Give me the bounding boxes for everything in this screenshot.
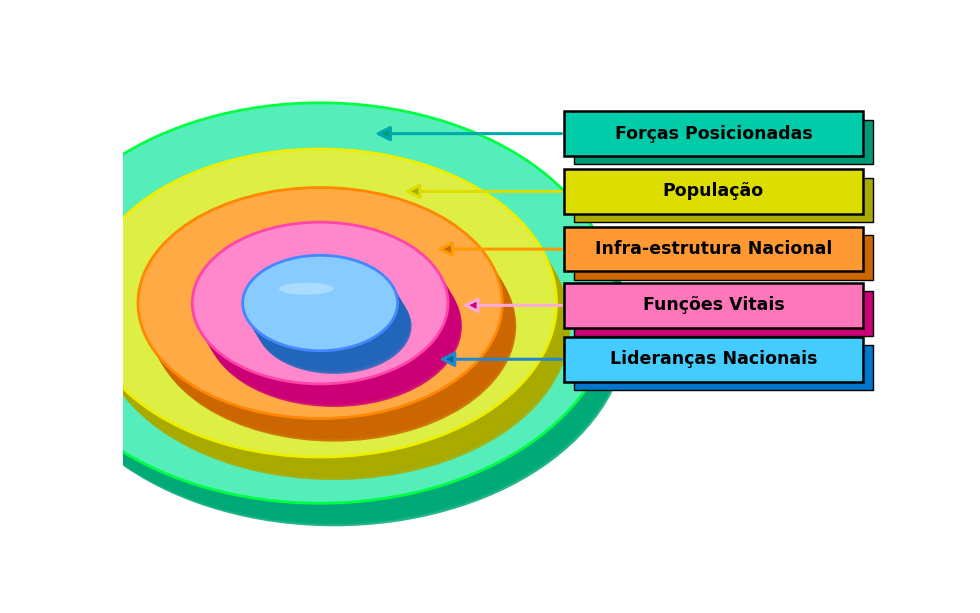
- Text: Funções Vitais: Funções Vitais: [643, 296, 784, 314]
- FancyBboxPatch shape: [564, 337, 862, 381]
- Ellipse shape: [38, 124, 627, 524]
- Ellipse shape: [83, 149, 557, 457]
- Ellipse shape: [193, 224, 449, 386]
- Ellipse shape: [91, 161, 564, 468]
- Ellipse shape: [164, 218, 370, 268]
- FancyBboxPatch shape: [564, 283, 862, 328]
- Ellipse shape: [251, 268, 406, 364]
- Ellipse shape: [249, 265, 404, 360]
- FancyBboxPatch shape: [574, 291, 873, 336]
- Ellipse shape: [151, 208, 515, 440]
- Ellipse shape: [250, 267, 405, 362]
- Ellipse shape: [279, 283, 333, 295]
- Text: Lideranças Nacionais: Lideranças Nacionais: [610, 350, 817, 368]
- Ellipse shape: [32, 115, 621, 515]
- Ellipse shape: [37, 122, 626, 522]
- Ellipse shape: [86, 153, 559, 461]
- Ellipse shape: [256, 276, 411, 372]
- Ellipse shape: [253, 268, 342, 289]
- Ellipse shape: [25, 103, 614, 503]
- Ellipse shape: [28, 107, 617, 507]
- Ellipse shape: [253, 273, 408, 368]
- Ellipse shape: [146, 201, 511, 432]
- Ellipse shape: [245, 259, 400, 354]
- FancyBboxPatch shape: [574, 345, 873, 390]
- Ellipse shape: [199, 234, 455, 395]
- Ellipse shape: [152, 211, 516, 441]
- Ellipse shape: [97, 170, 569, 478]
- Ellipse shape: [244, 257, 399, 352]
- Ellipse shape: [145, 199, 510, 430]
- Ellipse shape: [36, 120, 625, 520]
- Ellipse shape: [246, 261, 401, 357]
- Ellipse shape: [33, 116, 622, 517]
- Text: Infra-estrutura Nacional: Infra-estrutura Nacional: [595, 240, 832, 258]
- Ellipse shape: [206, 245, 462, 407]
- Ellipse shape: [150, 207, 514, 438]
- Ellipse shape: [195, 226, 451, 387]
- FancyBboxPatch shape: [574, 178, 873, 222]
- Ellipse shape: [197, 230, 453, 392]
- Ellipse shape: [147, 203, 512, 434]
- Ellipse shape: [26, 105, 615, 505]
- Ellipse shape: [198, 232, 454, 394]
- Ellipse shape: [98, 172, 570, 480]
- Ellipse shape: [95, 169, 568, 476]
- FancyBboxPatch shape: [564, 227, 862, 272]
- Ellipse shape: [35, 118, 624, 519]
- Ellipse shape: [143, 195, 507, 426]
- Text: População: População: [662, 183, 764, 200]
- FancyBboxPatch shape: [564, 169, 862, 214]
- Ellipse shape: [196, 228, 452, 390]
- FancyBboxPatch shape: [574, 120, 873, 164]
- Ellipse shape: [205, 243, 461, 405]
- Ellipse shape: [204, 242, 460, 403]
- Ellipse shape: [85, 151, 558, 459]
- Ellipse shape: [141, 193, 506, 424]
- Ellipse shape: [139, 189, 504, 421]
- Ellipse shape: [200, 235, 456, 397]
- FancyBboxPatch shape: [564, 112, 862, 156]
- Ellipse shape: [29, 109, 618, 509]
- Ellipse shape: [88, 157, 562, 465]
- Ellipse shape: [195, 238, 361, 276]
- Ellipse shape: [247, 263, 402, 359]
- Ellipse shape: [140, 191, 505, 422]
- Ellipse shape: [93, 164, 565, 473]
- Ellipse shape: [31, 112, 620, 513]
- Ellipse shape: [39, 126, 628, 527]
- Ellipse shape: [148, 205, 513, 436]
- Ellipse shape: [30, 110, 619, 511]
- Ellipse shape: [94, 166, 567, 474]
- Ellipse shape: [252, 271, 407, 366]
- Ellipse shape: [254, 275, 410, 370]
- Ellipse shape: [144, 197, 508, 428]
- Ellipse shape: [89, 159, 563, 466]
- Ellipse shape: [192, 222, 448, 384]
- Ellipse shape: [138, 188, 502, 419]
- Ellipse shape: [87, 155, 560, 463]
- Ellipse shape: [92, 162, 564, 471]
- Ellipse shape: [203, 240, 459, 401]
- Ellipse shape: [202, 238, 458, 399]
- Ellipse shape: [223, 254, 351, 283]
- Ellipse shape: [257, 278, 412, 374]
- Ellipse shape: [243, 255, 398, 351]
- FancyBboxPatch shape: [574, 235, 873, 280]
- Text: Forças Posicionadas: Forças Posicionadas: [614, 124, 812, 143]
